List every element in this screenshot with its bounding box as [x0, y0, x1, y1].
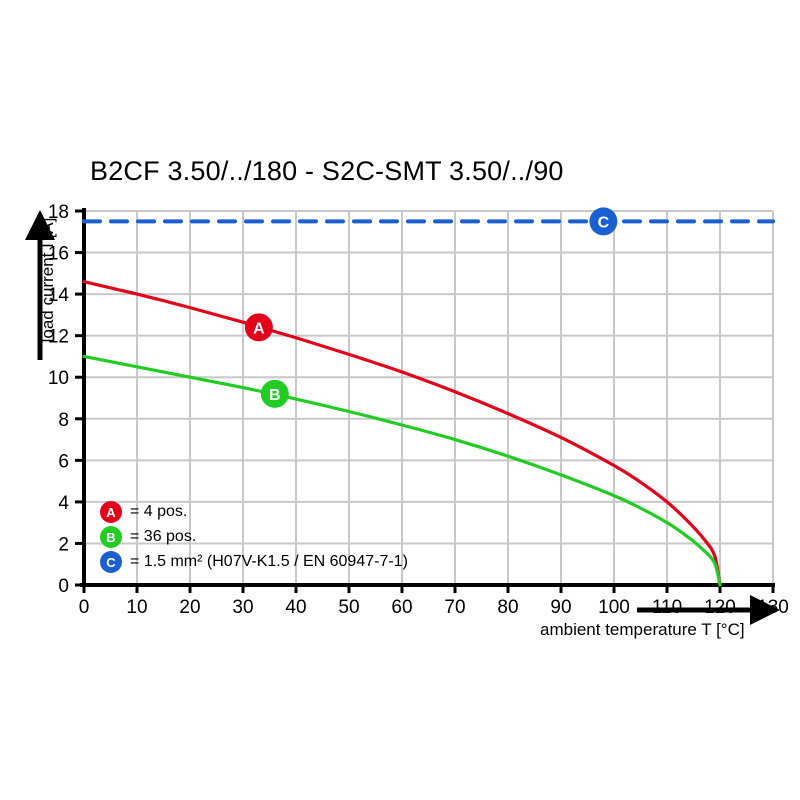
y-tick-label: 0 — [58, 576, 69, 597]
x-tick-label: 10 — [126, 597, 147, 618]
axes — [80, 208, 775, 587]
x-tick-label: 20 — [179, 597, 200, 618]
legend-marker-a: A — [100, 501, 122, 523]
legend-item-b: B = 36 pos. — [100, 526, 196, 548]
y-tick-label: 8 — [58, 410, 69, 431]
data-series — [82, 219, 775, 587]
legend-item-c: C = 1.5 mm² (H07V-K1.5 / EN 60947-7-1) — [100, 551, 408, 573]
legend-label-a: = 4 pos. — [130, 503, 188, 520]
legend-label-b: = 36 pos. — [130, 528, 197, 545]
x-tick-label: 90 — [550, 597, 571, 618]
series-markers: A B C — [244, 207, 618, 408]
legend-marker-c: C — [100, 551, 122, 573]
x-tick-label: 100 — [598, 597, 630, 618]
y-tick-label: 2 — [58, 534, 69, 555]
y-tick-label: 14 — [48, 285, 70, 306]
curve-marker-label-b: B — [269, 387, 281, 404]
curve-marker-c — [589, 207, 618, 236]
series-line-b — [82, 354, 722, 587]
legend-label-c: = 1.5 mm² (H07V-K1.5 / EN 60947-7-1) — [130, 553, 408, 570]
legend-marker-b: B — [100, 526, 122, 548]
axis-direction-arrows — [25, 210, 780, 625]
legend-item-a: A = 4 pos. — [100, 501, 187, 523]
curve-marker-a — [244, 313, 273, 342]
series-line-a — [82, 280, 722, 587]
x-tick-label: 70 — [444, 597, 465, 618]
y-tick-label: 16 — [48, 244, 69, 265]
curve-marker-label-c: C — [598, 214, 610, 231]
x-tick-label: 50 — [338, 597, 359, 618]
y-tick-label: 4 — [58, 493, 69, 514]
x-tick-label: 40 — [285, 597, 306, 618]
curve-marker-b — [260, 379, 289, 408]
page-title: B2CF 3.50/../180 - S2C-SMT 3.50/../90 — [90, 156, 564, 186]
axis-ticks — [75, 209, 775, 593]
x-tick-label: 0 — [79, 597, 90, 618]
x-tick-label: 60 — [391, 597, 412, 618]
x-tick-label: 80 — [497, 597, 518, 618]
y-tick-label: 12 — [48, 327, 69, 348]
y-tick-label: 10 — [48, 368, 69, 389]
x-tick-label: 30 — [232, 597, 253, 618]
curve-marker-label-a: A — [253, 320, 265, 337]
y-axis-label: load current I [A] — [38, 217, 57, 343]
x-axis-label: ambient temperature T [°C] — [540, 620, 745, 639]
y-tick-label: 6 — [58, 451, 69, 472]
